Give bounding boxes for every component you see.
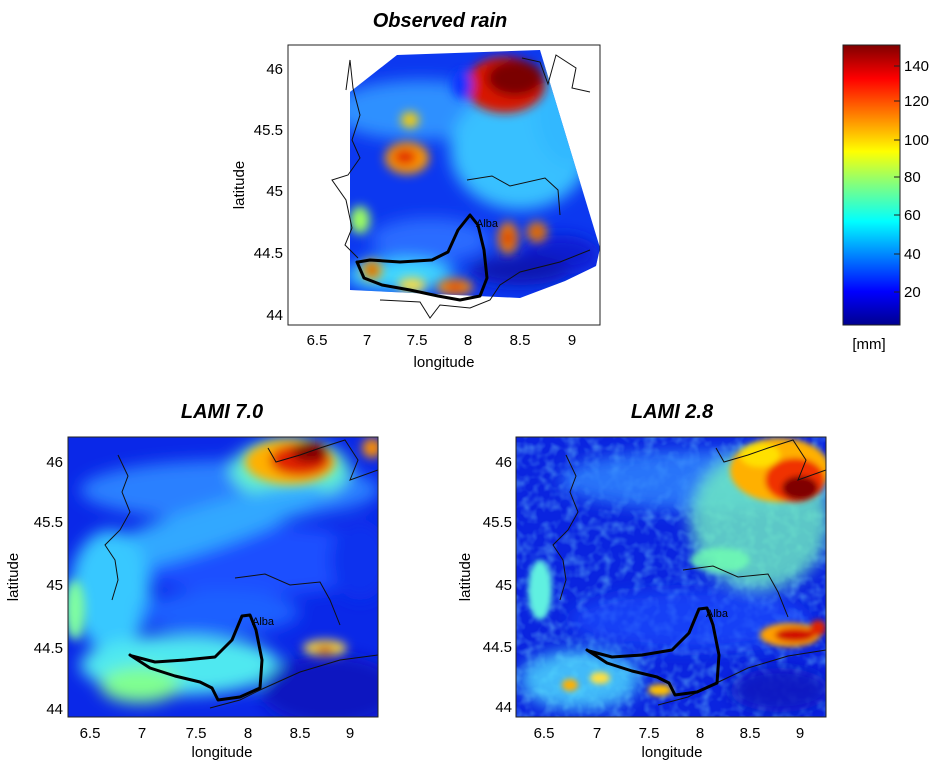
y-tick: 44	[46, 701, 63, 718]
x-tick: 7.5	[186, 725, 207, 742]
lami7-y-ticks: 46 45.5 45 44.5 44	[34, 454, 63, 718]
x-tick: 7.5	[639, 725, 660, 742]
y-tick: 44.5	[483, 639, 512, 656]
lami7-xlabel: longitude	[192, 744, 253, 761]
x-tick: 7	[138, 725, 146, 742]
observed-axes-frame	[287, 44, 601, 326]
lami7-panel: LAMI 7.0	[5, 401, 379, 761]
observed-y-ticks: 46 45.5 45 44.5 44	[254, 61, 283, 324]
lami7-title: LAMI 7.0	[181, 401, 263, 423]
x-tick: 6.5	[534, 725, 555, 742]
x-tick: 8.5	[290, 725, 311, 742]
observed-borders	[331, 54, 591, 319]
colorbar: 140 120 100 80 60 40 20 [mm]	[842, 44, 929, 353]
observed-title: Observed rain	[373, 10, 508, 32]
y-tick: 45.5	[483, 514, 512, 531]
lami7-place-label: Alba	[252, 616, 275, 628]
x-tick: 7	[363, 332, 371, 349]
y-tick: 45.5	[254, 122, 283, 139]
observed-rain-field	[350, 50, 600, 298]
y-tick: 44.5	[34, 640, 63, 657]
x-tick: 8	[696, 725, 704, 742]
colorbar-unit: [mm]	[852, 336, 885, 353]
observed-ylabel: latitude	[231, 161, 248, 209]
lami28-title: LAMI 2.8	[631, 401, 714, 423]
x-tick: 8	[464, 332, 472, 349]
y-tick: 45.5	[34, 514, 63, 531]
lami28-x-ticks: 6.5 7 7.5 8 8.5 9	[534, 725, 805, 742]
lami7-borders	[104, 439, 378, 709]
observed-x-ticks: 6.5 7 7.5 8 8.5 9	[307, 332, 577, 349]
observed-panel: Observed rain	[231, 10, 601, 371]
x-tick: 9	[346, 725, 354, 742]
y-tick: 45	[495, 577, 512, 594]
lami28-y-ticks: 46 45.5 45 44.5 44	[483, 454, 512, 716]
y-tick: 46	[495, 454, 512, 471]
colorbar-tick: 100	[904, 132, 929, 149]
lami7-axes-frame	[67, 436, 379, 718]
lami7-x-ticks: 6.5 7 7.5 8 8.5 9	[80, 725, 355, 742]
lami7-ylabel: latitude	[5, 553, 22, 601]
lami28-place-label: Alba	[706, 608, 729, 620]
colorbar-tick: 20	[904, 284, 921, 301]
colorbar-ticks: 140 120 100 80 60 40 20	[894, 58, 929, 301]
y-tick: 44	[266, 307, 283, 324]
y-tick: 46	[266, 61, 283, 78]
x-tick: 9	[568, 332, 576, 349]
y-tick: 44.5	[254, 245, 283, 262]
x-tick: 8.5	[510, 332, 531, 349]
lami28-ylabel: latitude	[457, 553, 474, 601]
y-tick: 45	[46, 577, 63, 594]
y-tick: 45	[266, 183, 283, 200]
x-tick: 6.5	[307, 332, 328, 349]
colorbar-scale	[842, 44, 901, 326]
y-tick: 46	[46, 454, 63, 471]
x-tick: 8	[244, 725, 252, 742]
x-tick: 8.5	[740, 725, 761, 742]
x-tick: 6.5	[80, 725, 101, 742]
lami7-rain-field	[68, 437, 378, 717]
colorbar-tick: 80	[904, 169, 921, 186]
observed-xlabel: longitude	[414, 354, 475, 371]
lami28-rain-field	[516, 437, 826, 717]
colorbar-tick: 60	[904, 207, 921, 224]
lami28-axes-frame	[515, 436, 827, 718]
x-tick: 7	[593, 725, 601, 742]
colorbar-tick: 140	[904, 58, 929, 75]
colorbar-tick: 40	[904, 246, 921, 263]
x-tick: 7.5	[407, 332, 428, 349]
colorbar-tick: 120	[904, 93, 929, 110]
observed-place-label: Alba	[476, 218, 499, 230]
x-tick: 9	[796, 725, 804, 742]
lami28-panel: LAMI 2.8	[457, 401, 827, 761]
lami28-xlabel: longitude	[642, 744, 703, 761]
y-tick: 44	[495, 699, 512, 716]
lami28-borders	[552, 439, 826, 706]
